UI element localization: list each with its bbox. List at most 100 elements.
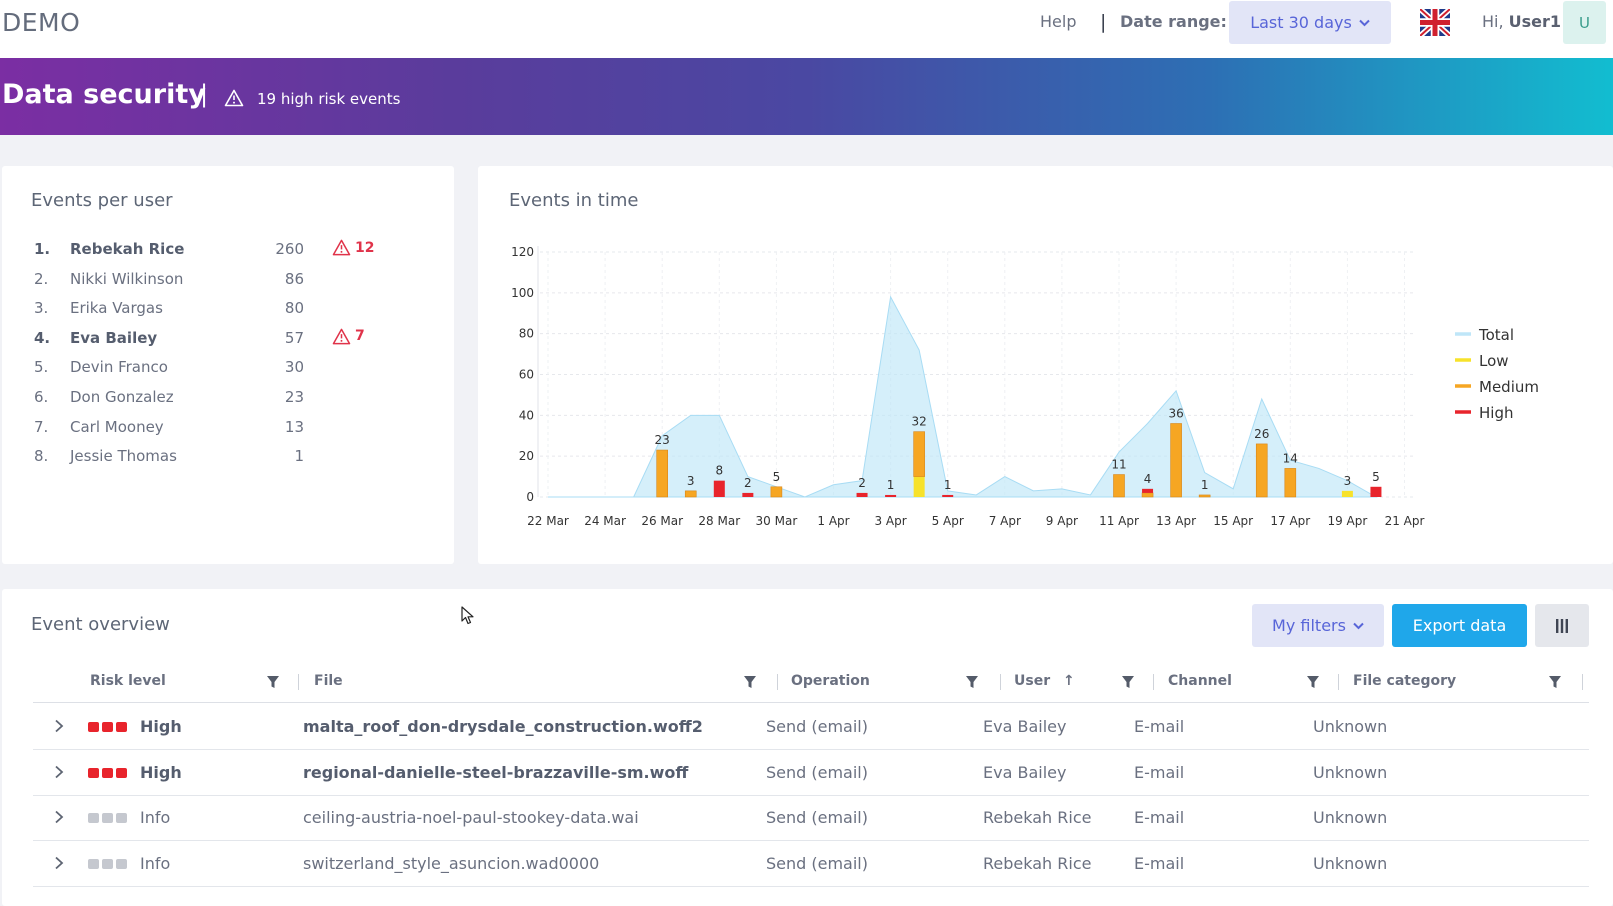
uk-flag-icon[interactable] <box>1420 9 1450 36</box>
operation-cell: Send (email) <box>766 717 868 736</box>
user-list-item[interactable]: 2. Nikki Wilkinson 86 <box>34 266 454 296</box>
user-list-item[interactable]: 1. Rebekah Rice 260 12 <box>34 236 454 266</box>
filter-icon[interactable] <box>743 675 757 689</box>
chevron-down-icon <box>1359 19 1370 26</box>
user-name[interactable]: Carl Mooney <box>70 417 164 436</box>
user-name[interactable]: Eva Bailey <box>70 328 158 347</box>
column-divider[interactable] <box>298 674 299 690</box>
date-range-label: Date range: <box>1120 12 1227 31</box>
chevron-right-icon[interactable] <box>53 810 65 824</box>
column-divider[interactable] <box>1582 674 1583 690</box>
chevron-right-icon[interactable] <box>53 765 65 779</box>
user-cell[interactable]: Rebekah Rice <box>983 808 1092 828</box>
user-event-count: 1 <box>294 447 304 466</box>
my-filters-label: My filters <box>1272 616 1346 635</box>
column-divider[interactable] <box>1000 674 1001 690</box>
columns-button[interactable] <box>1535 604 1589 647</box>
file-cell[interactable]: regional-danielle-steel-brazzaville-sm.w… <box>303 762 689 782</box>
event-overview-card: Event overview My filters Export data Ri… <box>2 589 1613 906</box>
filter-icon[interactable] <box>266 675 280 689</box>
data-label: 3 <box>687 474 695 488</box>
bar-medium <box>1113 474 1125 498</box>
series-total-area <box>548 295 1378 498</box>
user-rank: 2. <box>34 269 49 288</box>
x-tick-label: 1 Apr <box>817 514 849 528</box>
risk-dot <box>88 767 99 778</box>
x-tick-label: 30 Mar <box>756 514 798 528</box>
table-row[interactable]: High malta_roof_don-drysdale_construction… <box>33 704 1589 750</box>
user-cell[interactable]: Rebekah Rice <box>983 854 1092 874</box>
risk-dot <box>116 813 127 824</box>
data-label: 32 <box>912 415 927 429</box>
file-cell[interactable]: malta_roof_don-drysdale_construction.wof… <box>303 717 703 736</box>
channel-cell: E-mail <box>1134 762 1185 782</box>
high-risk-badge[interactable]: 12 <box>332 239 374 256</box>
channel-cell: E-mail <box>1134 854 1185 874</box>
user-list-item[interactable]: 3. Erika Vargas 80 <box>34 295 454 325</box>
user-name[interactable]: Don Gonzalez <box>70 387 174 406</box>
risk-level-indicator <box>88 813 127 824</box>
high-risk-count: 12 <box>355 239 375 256</box>
x-tick-label: 9 Apr <box>1046 514 1078 528</box>
user-list-item[interactable]: 5. Devin Franco 30 <box>34 354 454 384</box>
filter-icon[interactable] <box>965 675 979 689</box>
column-divider[interactable] <box>1153 674 1154 690</box>
filter-icon[interactable] <box>1306 675 1320 689</box>
table-row[interactable]: Info ceiling-austria-noel-paul-stookey-da… <box>33 795 1589 842</box>
column-header-risk-level[interactable]: Risk level <box>90 673 166 689</box>
filter-icon[interactable] <box>1121 675 1135 689</box>
chevron-right-icon[interactable] <box>53 856 65 870</box>
x-tick-label: 19 Apr <box>1327 514 1367 528</box>
user-list-item[interactable]: 7. Carl Mooney 13 <box>34 414 454 444</box>
risk-dot <box>116 767 127 778</box>
table-row[interactable]: High regional-danielle-steel-brazzaville-… <box>33 750 1589 796</box>
brand-logo[interactable]: DEMO <box>2 8 81 37</box>
chevron-right-icon[interactable] <box>53 719 65 733</box>
user-name[interactable]: Jessie Thomas <box>70 447 177 466</box>
export-data-button[interactable]: Export data <box>1392 604 1527 647</box>
user-list-item[interactable]: 6. Don Gonzalez 23 <box>34 384 454 414</box>
banner-divider: | <box>200 80 209 108</box>
sort-ascending-icon[interactable]: ↑ <box>1062 673 1075 689</box>
data-label: 1 <box>1201 478 1209 492</box>
user-name[interactable]: Rebekah Rice <box>70 240 185 258</box>
mouse-cursor-icon <box>461 606 474 625</box>
channel-cell: E-mail <box>1134 808 1185 828</box>
data-label: 23 <box>655 433 670 447</box>
filter-icon[interactable] <box>1548 675 1562 689</box>
user-list-item[interactable]: 8. Jessie Thomas 1 <box>34 443 454 473</box>
column-header-file-category[interactable]: File category <box>1353 673 1457 689</box>
bar-medium <box>1255 443 1268 498</box>
events-per-user-card: Events per user 1. Rebekah Rice 260 12 2. Nik… <box>2 166 454 564</box>
column-divider[interactable] <box>777 674 778 690</box>
avatar[interactable]: U <box>1563 1 1606 44</box>
high-risk-events-count[interactable]: 19 high risk events <box>257 90 401 108</box>
data-label: 5 <box>773 470 781 484</box>
help-link[interactable]: Help <box>1040 12 1077 31</box>
table-row[interactable]: Info switzerland_style_asuncion.wad0000 Se… <box>33 841 1589 888</box>
file-cell[interactable]: switzerland_style_asuncion.wad0000 <box>303 854 600 874</box>
user-cell[interactable]: Eva Bailey <box>983 717 1067 736</box>
column-header-operation[interactable]: Operation <box>791 673 870 689</box>
user-rank: 6. <box>34 387 49 406</box>
high-risk-badge[interactable]: 7 <box>332 328 365 345</box>
user-name[interactable]: Erika Vargas <box>70 299 163 318</box>
column-divider[interactable] <box>1338 674 1339 690</box>
column-header-channel[interactable]: Channel <box>1168 673 1232 689</box>
user-greeting: Hi, User1 <box>1482 12 1562 31</box>
date-range-dropdown[interactable]: Last 30 days <box>1229 1 1391 44</box>
column-header-file[interactable]: File <box>314 673 343 689</box>
data-label: 5 <box>1372 470 1380 484</box>
file-cell[interactable]: ceiling-austria-noel-paul-stookey-data.w… <box>303 808 639 828</box>
user-name[interactable]: Nikki Wilkinson <box>70 269 184 288</box>
operation-cell: Send (email) <box>766 808 868 828</box>
column-header-user[interactable]: User ↑ <box>1014 673 1075 689</box>
user-event-count: 86 <box>284 269 304 288</box>
bar-low <box>913 476 925 497</box>
user-list-item[interactable]: 4. Eva Bailey 57 7 <box>34 325 454 355</box>
user-cell[interactable]: Eva Bailey <box>983 762 1067 782</box>
x-tick-label: 22 Mar <box>527 514 569 528</box>
user-name[interactable]: Devin Franco <box>70 358 168 377</box>
my-filters-button[interactable]: My filters <box>1252 604 1384 647</box>
